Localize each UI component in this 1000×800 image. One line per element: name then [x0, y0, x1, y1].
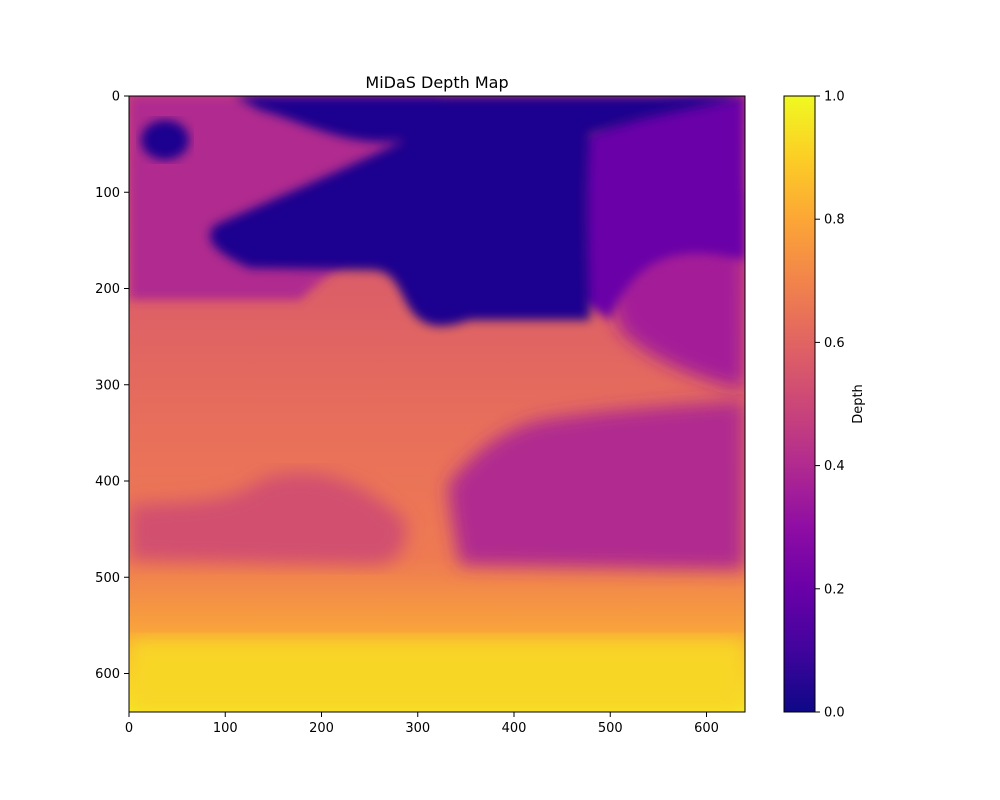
plot-frame [128, 95, 746, 713]
colorbar-tick-label: 0.8 [824, 213, 845, 228]
y-tick-label: 100 [95, 186, 120, 201]
x-tick-label: 200 [309, 721, 334, 736]
region-mid-left-band [129, 472, 407, 565]
y-tick-label: 500 [95, 571, 120, 586]
y-axis: 0 100 200 300 400 500 600 [95, 90, 129, 682]
colorbar-tick-label: 0.4 [824, 459, 845, 474]
x-tick-label: 600 [694, 721, 719, 736]
x-tick-label: 0 [125, 721, 133, 736]
colorbar-tick-label: 0.6 [824, 336, 845, 351]
y-tick-label: 0 [112, 90, 120, 105]
y-tick-label: 600 [95, 667, 120, 682]
chart-title: MiDaS Depth Map [365, 73, 508, 92]
colorbar-tick-label: 1.0 [824, 90, 845, 105]
y-tick-label: 300 [95, 378, 120, 393]
colorbar-axis: 0.0 0.2 0.4 0.6 0.8 1.0 [815, 90, 845, 721]
x-tick-label: 300 [405, 721, 430, 736]
colorbar-tick-label: 0.2 [824, 582, 845, 597]
colorbar [783, 95, 816, 713]
x-tick-label: 500 [598, 721, 623, 736]
colorbar-tick-label: 0.0 [824, 706, 845, 721]
x-axis: 0 100 200 300 400 500 600 [125, 712, 719, 736]
x-tick-label: 400 [502, 721, 527, 736]
depth-heatmap [129, 96, 745, 712]
x-tick-label: 100 [213, 721, 238, 736]
region-foreground [129, 640, 745, 712]
y-tick-label: 200 [95, 282, 120, 297]
colorbar-label: Depth [851, 384, 866, 424]
region-mid-right-band [448, 400, 745, 570]
region-sky-dark [209, 96, 745, 326]
y-tick-label: 400 [95, 475, 120, 490]
region-trees-right [580, 96, 745, 320]
